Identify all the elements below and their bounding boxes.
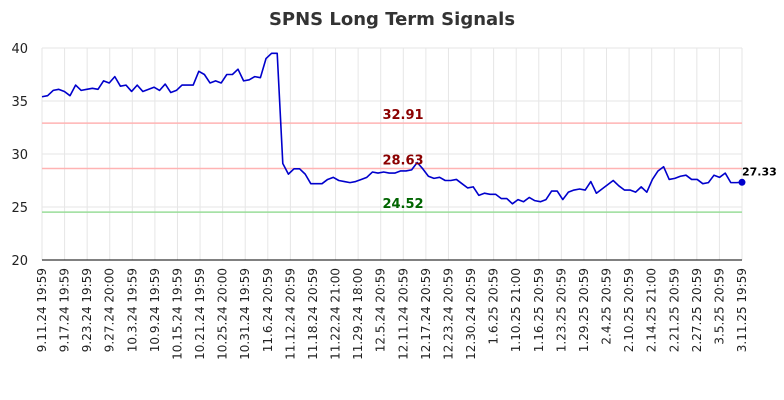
x-tick-label: 1.10.25 21:00 xyxy=(509,268,523,352)
series-line xyxy=(41,52,743,205)
x-tick-label: 3.11.25 19:59 xyxy=(735,268,749,352)
x-tick-label: 11.12.24 20:59 xyxy=(283,268,297,360)
x-tick-label: 1.29.25 20:59 xyxy=(577,268,591,352)
x-tick-label: 10.31.24 19:59 xyxy=(238,268,252,360)
x-tick-label: 1.16.25 20:59 xyxy=(532,268,546,352)
x-tick-label: 9.11.24 19:59 xyxy=(35,268,49,352)
x-tick-label: 12.17.24 20:59 xyxy=(419,268,433,360)
reference-lines xyxy=(42,122,742,213)
x-tick-label: 11.18.24 20:59 xyxy=(306,268,320,360)
x-tick-label: 10.25.24 20:00 xyxy=(216,268,230,360)
y-tick-label: 35 xyxy=(11,95,28,110)
x-tick-label: 11.29.24 18:00 xyxy=(351,268,365,360)
y-tick-label: 20 xyxy=(11,254,28,269)
last-value-label: 27.33 xyxy=(742,165,777,178)
reference-label-resistance: 28.63 xyxy=(382,154,423,169)
last-point-marker xyxy=(738,178,746,186)
x-tick-label: 9.23.24 19:59 xyxy=(80,268,94,352)
y-tick-label: 30 xyxy=(11,148,28,163)
y-tick-label: 25 xyxy=(11,201,28,216)
x-tick-label: 9.27.24 20:00 xyxy=(103,268,117,352)
x-tick-label: 3.5.25 20:59 xyxy=(712,268,726,345)
x-tick-label: 10.15.24 19:59 xyxy=(170,268,184,360)
x-tick-label: 12.30.24 20:59 xyxy=(464,268,478,360)
reference-label-support: 24.52 xyxy=(382,197,423,212)
x-tick-label: 12.23.24 20:59 xyxy=(441,268,455,360)
x-tick-label: 2.14.25 21:00 xyxy=(645,268,659,352)
x-tick-label: 10.9.24 19:59 xyxy=(148,268,162,352)
x-tick-label: 2.4.25 20:59 xyxy=(600,268,614,345)
x-tick-label: 10.21.24 19:59 xyxy=(193,268,207,360)
labels: 32.91 28.63 24.52 27.33 xyxy=(382,108,776,212)
x-tick-label: 1.23.25 20:59 xyxy=(554,268,568,352)
x-tick-label: 11.6.24 20:59 xyxy=(261,268,275,352)
x-tick-label: 2.27.25 20:59 xyxy=(690,268,704,352)
x-tick-label: 1.6.25 20:59 xyxy=(487,268,501,345)
x-tick-label: 2.10.25 20:59 xyxy=(622,268,636,352)
x-tick-label: 11.22.24 21:00 xyxy=(329,268,343,360)
y-tick-label: 40 xyxy=(11,42,28,57)
reference-label-resistance: 32.91 xyxy=(382,108,423,123)
series xyxy=(41,52,746,205)
x-tick-label: 9.17.24 19:59 xyxy=(58,268,72,352)
x-tick-label: 12.11.24 20:59 xyxy=(396,268,410,360)
x-tick-label: 10.3.24 19:59 xyxy=(125,268,139,352)
x-tick-label: 2.21.25 20:59 xyxy=(667,268,681,352)
chart-title: SPNS Long Term Signals xyxy=(269,9,515,30)
grid xyxy=(41,47,743,261)
axes: 20 25 30 35 40 9.11.24 19:59 9.17.24 19:59 9.23… xyxy=(11,42,749,360)
x-tick-label: 12.5.24 20:59 xyxy=(374,268,388,352)
